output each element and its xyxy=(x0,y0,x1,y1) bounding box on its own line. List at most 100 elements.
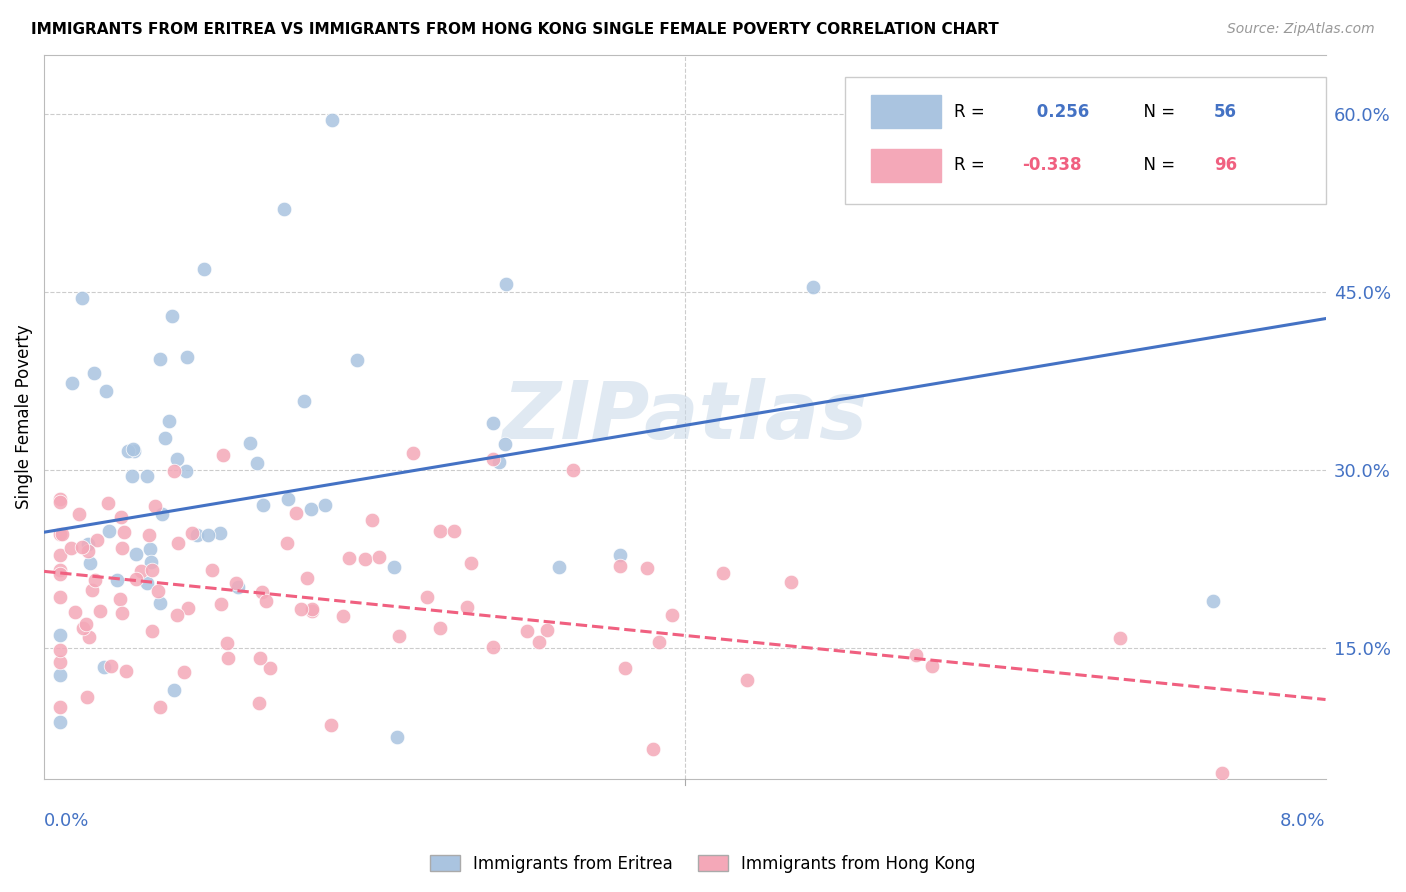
Point xyxy=(180,526,202,541)
Point xyxy=(292,394,315,409)
Point xyxy=(239,435,262,450)
Point xyxy=(176,350,198,364)
Point xyxy=(121,468,143,483)
Legend: Immigrants from Eritrea, Immigrants from Hong Kong: Immigrants from Eritrea, Immigrants from… xyxy=(423,848,983,880)
Point xyxy=(77,537,100,551)
Point xyxy=(609,559,631,574)
Point xyxy=(163,464,186,478)
Point xyxy=(337,551,360,566)
Point xyxy=(135,576,157,591)
Text: N =: N = xyxy=(1133,103,1181,120)
Point xyxy=(536,624,558,638)
Text: IMMIGRANTS FROM ERITREA VS IMMIGRANTS FROM HONG KONG SINGLE FEMALE POVERTY CORRE: IMMIGRANTS FROM ERITREA VS IMMIGRANTS FR… xyxy=(31,22,998,37)
Point xyxy=(96,384,118,398)
Point xyxy=(149,700,172,714)
Point xyxy=(443,524,465,538)
Point xyxy=(166,608,188,623)
Point xyxy=(177,601,200,615)
Point xyxy=(89,604,111,618)
Point xyxy=(155,431,177,445)
Point xyxy=(382,560,405,574)
Point xyxy=(49,548,72,562)
Point xyxy=(49,700,72,714)
Point xyxy=(429,621,451,635)
Point xyxy=(110,509,132,524)
Point xyxy=(100,658,122,673)
Point xyxy=(49,567,72,582)
Point xyxy=(163,682,186,697)
Point xyxy=(641,742,664,756)
Text: N =: N = xyxy=(1133,156,1181,174)
Point xyxy=(481,451,503,466)
Point xyxy=(1211,766,1233,780)
Point xyxy=(285,507,308,521)
Text: -0.338: -0.338 xyxy=(1022,156,1081,174)
Point xyxy=(346,352,368,367)
Point xyxy=(905,648,928,662)
Point xyxy=(429,524,451,539)
Bar xyxy=(870,95,941,128)
Point xyxy=(60,376,83,390)
Point xyxy=(67,507,90,521)
Point xyxy=(186,528,208,542)
Point xyxy=(252,499,274,513)
Point xyxy=(354,552,377,566)
Point xyxy=(361,513,384,527)
Point xyxy=(49,563,72,577)
Point xyxy=(225,576,247,591)
Point xyxy=(138,542,160,557)
Point xyxy=(110,591,132,606)
Point xyxy=(273,202,295,217)
Point xyxy=(79,556,101,570)
Point xyxy=(401,445,423,459)
Point xyxy=(254,593,277,607)
Point xyxy=(125,572,148,586)
Point xyxy=(368,549,391,564)
Point xyxy=(735,673,758,687)
Point xyxy=(609,548,631,562)
Point xyxy=(226,580,249,594)
Point xyxy=(49,656,72,670)
Point xyxy=(301,604,323,618)
Point xyxy=(636,561,658,575)
Point xyxy=(139,555,162,569)
Text: Source: ZipAtlas.com: Source: ZipAtlas.com xyxy=(1227,22,1375,37)
Point xyxy=(211,448,233,462)
Point xyxy=(162,310,184,324)
Point xyxy=(246,456,269,470)
Text: 0.256: 0.256 xyxy=(1031,103,1090,120)
Text: 96: 96 xyxy=(1213,156,1237,174)
Point xyxy=(49,714,72,729)
Point xyxy=(49,668,72,682)
Point xyxy=(176,464,198,478)
Point xyxy=(77,630,100,644)
Point xyxy=(247,696,270,710)
Point xyxy=(416,590,439,604)
Point xyxy=(547,559,569,574)
Point xyxy=(385,731,408,745)
Point xyxy=(77,543,100,558)
Point xyxy=(111,541,134,555)
Point xyxy=(314,498,336,512)
Point xyxy=(72,621,94,635)
Point xyxy=(613,661,636,675)
Point xyxy=(495,277,517,291)
Point xyxy=(84,573,107,587)
Point xyxy=(129,565,152,579)
Point xyxy=(72,540,94,554)
Point xyxy=(209,597,232,611)
Point xyxy=(122,442,145,457)
Point xyxy=(921,659,943,673)
Text: 8.0%: 8.0% xyxy=(1279,812,1326,830)
Point xyxy=(711,566,734,580)
Point xyxy=(561,463,583,477)
Point xyxy=(529,634,551,648)
Point xyxy=(148,584,170,599)
Point xyxy=(112,524,135,539)
Point xyxy=(460,556,482,570)
Point xyxy=(167,536,190,550)
Point xyxy=(143,499,166,513)
Text: ZIPatlas: ZIPatlas xyxy=(502,378,868,456)
Point xyxy=(75,616,97,631)
Point xyxy=(173,665,195,679)
